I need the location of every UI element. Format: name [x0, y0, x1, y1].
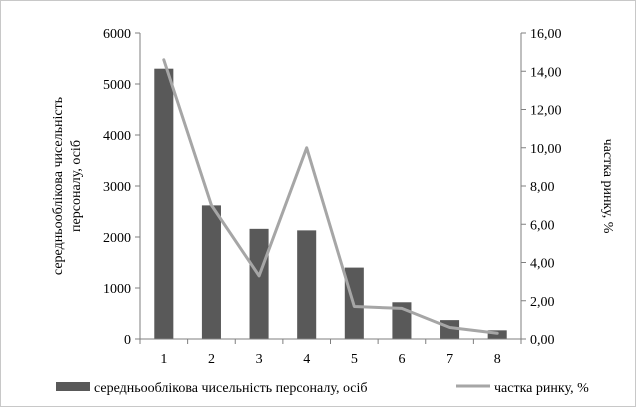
bar — [201, 205, 221, 339]
x-tick-label: 3 — [256, 352, 263, 367]
left-y-ticks: 0 1000 2000 3000 4000 5000 6000 — [103, 27, 140, 348]
x-tick-label: 1 — [160, 352, 167, 367]
x-tick-label: 4 — [303, 352, 310, 367]
left-tick-label: 5000 — [103, 78, 131, 93]
bar — [249, 228, 269, 339]
right-tick-label: 4,00 — [530, 257, 555, 272]
x-tick-label: 5 — [351, 352, 358, 367]
right-tick-label: 10,00 — [530, 142, 562, 157]
right-tick-label: 12,00 — [530, 104, 562, 119]
right-tick-label: 2,00 — [530, 295, 555, 310]
x-tick-label: 6 — [398, 352, 405, 367]
x-tick-label: 2 — [208, 352, 215, 367]
left-axis-title-line: персоналу, осіб — [69, 140, 84, 232]
legend-bar-swatch — [56, 382, 90, 391]
left-tick-label: 4000 — [103, 129, 131, 144]
left-tick-label: 2000 — [103, 231, 131, 246]
right-tick-label: 16,00 — [530, 27, 562, 42]
left-tick-label: 0 — [124, 333, 131, 348]
right-axis-title: частка ринку, % — [600, 139, 615, 234]
left-axis-title-line: середньооблікова чисельність — [51, 97, 66, 275]
legend-line-label: частка ринку, % — [494, 381, 589, 396]
x-axis-ticks: 1 2 3 4 5 6 7 8 — [139, 339, 522, 367]
legend: середньооблікова чисельність персоналу, … — [56, 381, 589, 396]
right-tick-label: 8,00 — [530, 180, 555, 195]
left-tick-label: 1000 — [103, 282, 131, 297]
right-tick-label: 6,00 — [530, 218, 555, 233]
x-tick-label: 8 — [494, 352, 501, 367]
right-y-ticks: 0,00 2,00 4,00 6,00 8,00 10,00 12,00 14,00 16,00 — [521, 27, 562, 348]
right-tick-label: 14,00 — [530, 65, 562, 80]
right-tick-label: 0,00 — [530, 333, 555, 348]
share-line — [162, 58, 499, 335]
bar-series — [154, 68, 507, 339]
bar — [297, 230, 317, 339]
x-tick-label: 7 — [446, 352, 453, 367]
left-tick-label: 6000 — [103, 27, 131, 42]
left-tick-label: 3000 — [103, 180, 131, 195]
legend-bar-label: середньооблікова чисельність персоналу, … — [94, 381, 368, 396]
left-axis-title: середньооблікова чисельність персоналу, о… — [51, 97, 84, 275]
bar — [154, 68, 174, 339]
